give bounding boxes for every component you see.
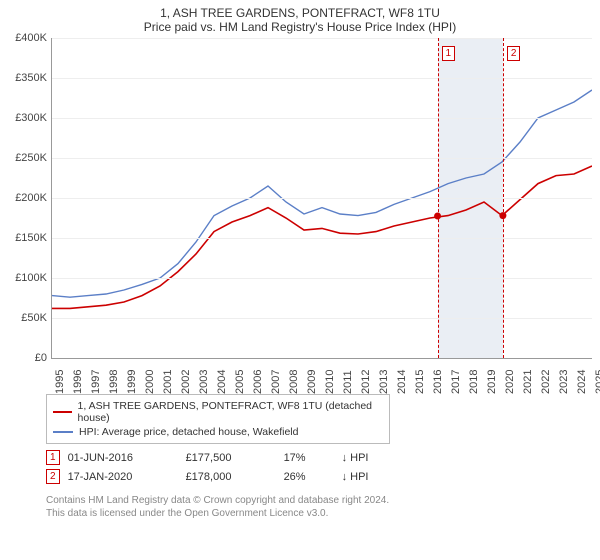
transaction-vs-hpi: ↓ HPI [342, 448, 377, 467]
x-axis-label: 2001 [162, 370, 174, 394]
y-axis-label: £250K [5, 152, 47, 164]
legend: 1, ASH TREE GARDENS, PONTEFRACT, WF8 1TU… [46, 394, 390, 444]
transaction-date: 01-JUN-2016 [68, 448, 186, 467]
legend-label: 1, ASH TREE GARDENS, PONTEFRACT, WF8 1TU… [78, 400, 383, 424]
transaction-price: £177,500 [186, 448, 284, 467]
x-axis-label: 1999 [126, 370, 138, 394]
x-axis-label: 2022 [540, 370, 552, 394]
x-axis-label: 2005 [234, 370, 246, 394]
y-axis-label: £0 [5, 352, 47, 364]
x-axis-label: 2018 [468, 370, 480, 394]
x-axis-label: 2019 [486, 370, 498, 394]
x-axis-label: 2004 [216, 370, 228, 394]
legend-item: HPI: Average price, detached house, Wake… [53, 425, 383, 439]
y-axis-label: £300K [5, 112, 47, 124]
x-axis-label: 2025 [594, 370, 600, 394]
x-axis-label: 1998 [108, 370, 120, 394]
footer-line-2: This data is licensed under the Open Gov… [46, 507, 590, 520]
x-axis-labels: 1995 1996 1997 1998 1999 2000 2001 2002 2003 2004… [51, 360, 591, 400]
x-axis-label: 2014 [396, 370, 408, 394]
x-axis-label: 2008 [288, 370, 300, 394]
transaction-date: 17-JAN-2020 [68, 467, 186, 486]
chart-area: £0£50K£100K£150K£200K£250K£300K£350K£400… [5, 38, 595, 388]
y-axis-label: £50K [5, 312, 47, 324]
x-axis-label: 2007 [270, 370, 282, 394]
transaction-vs-hpi: ↓ HPI [342, 467, 377, 486]
x-axis-label: 2017 [450, 370, 462, 394]
x-axis-label: 2006 [252, 370, 264, 394]
legend-label: HPI: Average price, detached house, Wake… [79, 426, 298, 438]
callout-label: 2 [507, 46, 521, 61]
series-line [52, 90, 592, 297]
transaction-id-box: 1 [46, 450, 60, 465]
y-axis-label: £150K [5, 232, 47, 244]
x-axis-label: 2016 [432, 370, 444, 394]
transaction-pct: 17% [284, 448, 342, 467]
footer-attribution: Contains HM Land Registry data © Crown c… [46, 494, 590, 520]
x-axis-label: 2023 [558, 370, 570, 394]
x-axis-label: 2002 [180, 370, 192, 394]
table-row: 1 01-JUN-2016£177,50017%↓ HPI [46, 448, 376, 467]
x-axis-label: 2009 [306, 370, 318, 394]
x-axis-label: 2000 [144, 370, 156, 394]
transaction-pct: 26% [284, 467, 342, 486]
chart-title: 1, ASH TREE GARDENS, PONTEFRACT, WF8 1TU [0, 0, 600, 20]
x-axis-label: 1997 [90, 370, 102, 394]
y-axis-label: £200K [5, 192, 47, 204]
plot-area: 12 [51, 38, 592, 359]
legend-swatch [53, 411, 72, 413]
x-axis-label: 2003 [198, 370, 210, 394]
x-axis-label: 2021 [522, 370, 534, 394]
x-axis-label: 2011 [342, 370, 354, 394]
table-row: 2 17-JAN-2020£178,00026%↓ HPI [46, 467, 376, 486]
x-axis-label: 2012 [360, 370, 372, 394]
x-axis-label: 2024 [576, 370, 588, 394]
transactions-table: 1 01-JUN-2016£177,50017%↓ HPI 2 17-JAN-2020… [46, 448, 376, 486]
y-axis-label: £400K [5, 32, 47, 44]
x-axis-label: 2010 [324, 370, 336, 394]
transaction-price: £178,000 [186, 467, 284, 486]
callout-line [438, 38, 439, 358]
x-axis-label: 2020 [504, 370, 516, 394]
footer-line-1: Contains HM Land Registry data © Crown c… [46, 494, 590, 507]
x-axis-label: 2013 [378, 370, 390, 394]
transaction-id-box: 2 [46, 469, 60, 484]
x-axis-label: 2015 [414, 370, 426, 394]
callout-label: 1 [442, 46, 456, 61]
legend-item: 1, ASH TREE GARDENS, PONTEFRACT, WF8 1TU… [53, 399, 383, 425]
chart-subtitle: Price paid vs. HM Land Registry's House … [0, 20, 600, 38]
x-axis-label: 1995 [54, 370, 66, 394]
legend-swatch [53, 431, 73, 433]
callout-line [503, 38, 504, 358]
y-axis-label: £350K [5, 72, 47, 84]
x-axis-label: 1996 [72, 370, 84, 394]
y-axis-label: £100K [5, 272, 47, 284]
